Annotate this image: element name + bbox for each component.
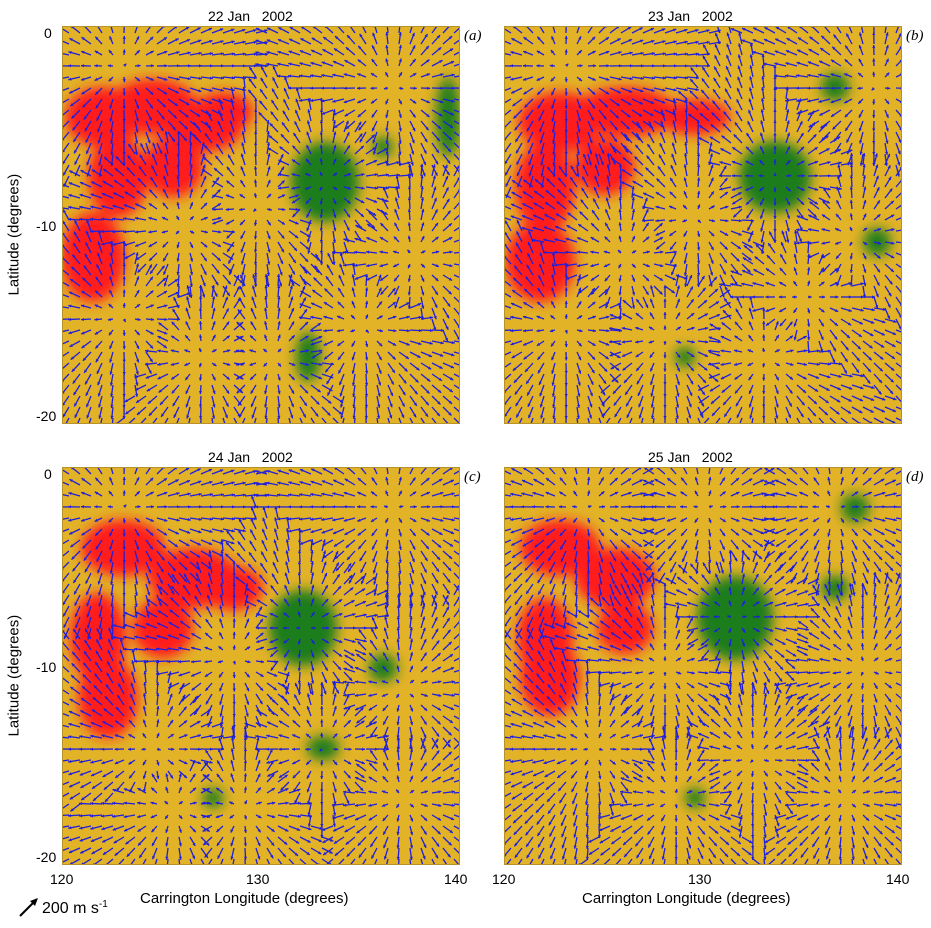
- flow-map-a: [63, 27, 459, 423]
- scale-exponent: -1: [98, 899, 108, 910]
- scale-arrow-icon: [19, 898, 38, 917]
- panel-d-map: [504, 467, 902, 865]
- flow-map-b: [505, 27, 901, 423]
- x-axis-label-left: Carrington Longitude (degrees): [140, 890, 349, 907]
- panel-a-label: (a): [464, 28, 482, 44]
- x-axis-label-right: Carrington Longitude (degrees): [582, 890, 791, 907]
- y-axis-label-top: Latitude (degrees): [5, 173, 23, 296]
- scale-value: 200 m s: [42, 900, 99, 917]
- panel-c-label: (c): [464, 469, 481, 485]
- panel-c-title: 24 Jan 2002: [208, 449, 293, 465]
- velocity-arrows: [63, 27, 459, 423]
- y-axis-label-bottom: Latitude (degrees): [5, 614, 23, 737]
- flow-map-c: [63, 468, 459, 864]
- y-tick-bottom-20: -20: [36, 849, 57, 865]
- magnetic-field-patches: [70, 520, 397, 808]
- velocity-arrows: [505, 468, 901, 864]
- panel-a-map: [62, 26, 460, 424]
- velocity-arrows: [63, 468, 459, 864]
- panel-b-label: (b): [906, 28, 924, 44]
- y-tick-top-0: 0: [44, 25, 52, 41]
- x-tick-left-120: 120: [50, 871, 74, 887]
- scale-legend: 200 m s -1: [18, 896, 108, 918]
- y-tick-top-10: -10: [36, 218, 57, 234]
- panel-a-title: 22 Jan 2002: [208, 8, 293, 24]
- y-tick-bottom-0: 0: [44, 466, 52, 482]
- panel-b-map: [504, 26, 902, 424]
- panel-c-map: [62, 467, 460, 865]
- velocity-arrows: [505, 27, 901, 423]
- panel-d-title: 25 Jan 2002: [648, 449, 733, 465]
- x-tick-right-140: 140: [886, 871, 910, 887]
- panel-b-title: 23 Jan 2002: [648, 8, 733, 24]
- y-tick-bottom-10: -10: [36, 659, 57, 675]
- y-tick-top-20: -20: [36, 408, 57, 424]
- flow-map-d: [505, 468, 901, 864]
- x-tick-right-130: 130: [688, 871, 712, 887]
- x-tick-right-120: 120: [492, 871, 516, 887]
- x-tick-left-140: 140: [444, 871, 468, 887]
- x-tick-left-130: 130: [246, 871, 270, 887]
- panel-d-label: (d): [906, 469, 924, 485]
